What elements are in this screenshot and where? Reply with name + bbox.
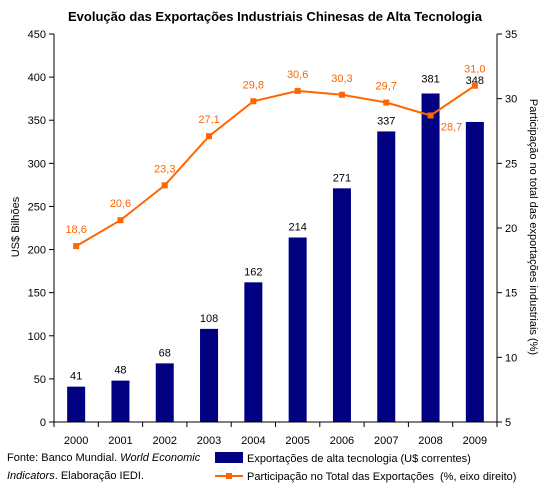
- x-axis-ticks: [53, 422, 498, 427]
- bar: [288, 237, 307, 422]
- y-tick-label: 200: [28, 245, 46, 257]
- y2-tick-label: 35: [505, 29, 517, 41]
- line-value-label: 20,6: [110, 198, 131, 210]
- bar: [377, 131, 396, 423]
- line-value-label: 27,1: [198, 114, 219, 126]
- source-text: Fonte: Banco Mundial.: [7, 452, 121, 464]
- chart-title: Evolução das Exportações Industriais Chi…: [68, 9, 483, 24]
- bar-value-label: 348: [466, 75, 484, 87]
- y-tick-label: 150: [28, 288, 46, 300]
- line-marker: [117, 217, 124, 224]
- x-tick-label: 2005: [285, 435, 309, 447]
- bar-value-label: 108: [200, 313, 218, 325]
- legend-label-line: Participação no Total das Exportações (%…: [247, 471, 516, 483]
- line-value-label: 30,3: [331, 73, 352, 85]
- x-tick-label: 2006: [330, 435, 354, 447]
- y2-tick-label: 10: [505, 352, 517, 364]
- bar: [67, 386, 86, 422]
- line-marker: [427, 112, 434, 119]
- legend-label-bar: Exportações de alta tecnologia (U$ corre…: [247, 453, 471, 465]
- line-series: [73, 82, 478, 250]
- x-tick-label: 2000: [64, 435, 88, 447]
- line-value-label: 30,6: [287, 69, 308, 81]
- source-credit: . Elaboração IEDI.: [54, 470, 144, 482]
- bar: [421, 93, 440, 422]
- x-tick-label: 2007: [374, 435, 398, 447]
- bar-value-label: 68: [159, 347, 171, 359]
- line-marker: [294, 87, 301, 94]
- bar: [155, 363, 174, 422]
- y2-axis-title: Participação no total das exportações in…: [527, 99, 539, 355]
- bar-value-label: 337: [377, 115, 395, 127]
- bar-value-label: 41: [70, 371, 82, 383]
- line-marker: [471, 82, 478, 89]
- bar: [332, 188, 351, 422]
- bar-value-labels: 41 48 68 108 162 214 271 337 381 348: [70, 73, 484, 382]
- y2-tick-label: 30: [505, 94, 517, 106]
- line-value-label: 31,0: [464, 64, 485, 76]
- x-tick-label: 2008: [418, 435, 442, 447]
- legend-marker-square: [226, 473, 232, 479]
- y2-tick-label: 20: [505, 223, 517, 235]
- x-tick-label: 2001: [108, 435, 132, 447]
- line-value-label: 23,3: [154, 163, 175, 175]
- y2-tick-label: 25: [505, 158, 517, 170]
- line-marker: [338, 91, 345, 98]
- legend: Exportações de alta tecnologia (U$ corre…: [215, 452, 516, 483]
- y2-tick-label: 15: [505, 288, 517, 300]
- source-note: Fonte: Banco Mundial. World Economic Ind…: [7, 449, 200, 485]
- bar: [200, 328, 219, 422]
- y-tick-label: 350: [28, 115, 46, 127]
- line-value-label: 29,8: [243, 79, 264, 91]
- line-value-label: 18,6: [65, 224, 86, 236]
- x-axis-labels: 2000 2001 2002 2003 2004 2005 2006 2007 2008 2009: [64, 435, 487, 447]
- bar-series: [67, 93, 484, 423]
- y-tick-label: 100: [28, 331, 46, 343]
- x-tick-label: 2002: [153, 435, 177, 447]
- source-publication-title: World Economic: [120, 452, 201, 464]
- x-tick-label: 2003: [197, 435, 221, 447]
- line-value-label: 29,7: [376, 81, 397, 93]
- x-tick-label: 2004: [241, 435, 265, 447]
- y2-tick-label: 5: [505, 417, 511, 429]
- y-tick-label: 450: [28, 29, 46, 41]
- bar-value-label: 162: [244, 266, 262, 278]
- line-marker: [161, 182, 168, 189]
- y2-axis-ticks: 5 10 15 20 25 30 35: [497, 29, 517, 429]
- bar-value-label: 381: [421, 73, 439, 85]
- source-publication-title-cont: Indicators: [7, 470, 55, 482]
- line-value-labels: 18,6 20,6 23,3 27,1 29,8 30,6 30,3 29,7 28,7 31,0: [65, 64, 485, 236]
- bar: [111, 380, 130, 422]
- y-axis-title: US$ Bilhões: [10, 196, 22, 257]
- source-line-1: Fonte: Banco Mundial. World Economic: [7, 449, 200, 467]
- bar: [465, 121, 484, 423]
- legend-swatch-bar: [215, 452, 243, 463]
- line-marker: [383, 99, 390, 106]
- line-series-path: [75, 84, 476, 247]
- line-marker: [250, 98, 257, 105]
- line-marker: [73, 243, 80, 250]
- y-axis-ticks: 0 50 100 150 200 250 300 350 400 450: [28, 29, 54, 429]
- y-tick-label: 250: [28, 201, 46, 213]
- line-marker: [206, 133, 213, 140]
- y-tick-label: 400: [28, 72, 46, 84]
- bar-value-label: 48: [114, 365, 126, 377]
- bar-value-label: 271: [333, 172, 351, 184]
- source-line-2: Indicators. Elaboração IEDI.: [7, 467, 200, 485]
- y-tick-label: 300: [28, 158, 46, 170]
- bar-value-label: 214: [288, 221, 306, 233]
- x-tick-label: 2009: [463, 435, 487, 447]
- y-tick-label: 50: [34, 374, 46, 386]
- bar: [244, 282, 263, 422]
- line-value-label: 28,7: [441, 121, 462, 133]
- y-tick-label: 0: [40, 417, 46, 429]
